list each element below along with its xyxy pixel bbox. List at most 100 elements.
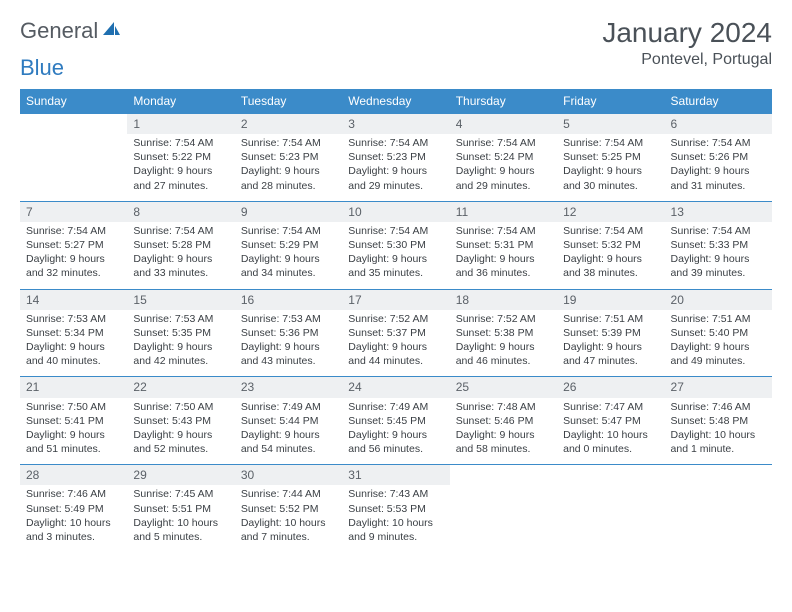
brand-word-2: Blue: [20, 55, 64, 81]
sunset-line: Sunset: 5:23 PM: [241, 151, 319, 163]
sail-icon: [101, 18, 121, 44]
sunrise-line: Sunrise: 7:52 AM: [456, 313, 536, 325]
calendar-page: General January 2024 Pontevel, Portugal …: [0, 0, 792, 562]
daylight-line: Daylight: 9 hours and 38 minutes.: [563, 253, 642, 279]
sunrise-line: Sunrise: 7:50 AM: [133, 401, 213, 413]
day-number: 25: [450, 377, 557, 398]
sunrise-line: Sunrise: 7:54 AM: [456, 225, 536, 237]
weekday-header: Wednesday: [342, 89, 449, 114]
day-number: 31: [342, 465, 449, 486]
day-number: 27: [665, 377, 772, 398]
day-cell: Sunrise: 7:45 AM Sunset: 5:51 PM Daylight:…: [127, 485, 234, 552]
day-cell: Sunrise: 7:49 AMSunset: 5:45 PMDaylight:…: [342, 398, 449, 465]
sunset-line: Sunset: 5:31 PM: [456, 239, 534, 251]
day-number: 3: [342, 113, 449, 134]
empty-cell: [450, 465, 557, 486]
day-number: 23: [235, 377, 342, 398]
daylight-line: Daylight: 10 hours and 7 minutes.: [241, 517, 326, 543]
day-number-row: 28293031: [20, 465, 772, 486]
day-number: 10: [342, 201, 449, 222]
page-title: January 2024: [602, 18, 772, 49]
day-number: 16: [235, 289, 342, 310]
day-number: 29: [127, 465, 234, 486]
day-cell: Sunrise: 7:54 AMSunset: 5:25 PMDaylight:…: [557, 134, 664, 201]
day-cell: Sunrise: 7:53 AMSunset: 5:34 PMDaylight:…: [20, 310, 127, 377]
sunset-line: Sunset: 5:26 PM: [671, 151, 749, 163]
weekday-header: Monday: [127, 89, 234, 114]
sunrise-line: Sunrise: 7:54 AM: [563, 137, 643, 149]
day-number: 22: [127, 377, 234, 398]
title-block: January 2024 Pontevel, Portugal: [602, 18, 772, 69]
day-number: 21: [20, 377, 127, 398]
day-content-row: Sunrise: 7:53 AMSunset: 5:34 PMDaylight:…: [20, 310, 772, 377]
day-number-row: 21222324252627: [20, 377, 772, 398]
daylight-line: Daylight: 9 hours and 34 minutes.: [241, 253, 320, 279]
empty-cell: [20, 134, 127, 201]
day-cell: Sunrise: 7:50 AMSunset: 5:43 PMDaylight:…: [127, 398, 234, 465]
sunset-line: Sunset: 5:39 PM: [563, 327, 641, 339]
day-cell: Sunrise: 7:51 AMSunset: 5:40 PMDaylight:…: [665, 310, 772, 377]
day-number: 14: [20, 289, 127, 310]
sunset-line: Sunset: 5:37 PM: [348, 327, 426, 339]
day-cell: Sunrise: 7:54 AMSunset: 5:26 PMDaylight:…: [665, 134, 772, 201]
daylight-line: Daylight: 9 hours and 43 minutes.: [241, 341, 320, 367]
empty-cell: [557, 485, 664, 552]
daylight-line: Daylight: 9 hours and 39 minutes.: [671, 253, 750, 279]
day-cell: Sunrise: 7:54 AMSunset: 5:27 PMDaylight:…: [20, 222, 127, 289]
sunrise-line: Sunrise: 7:53 AM: [133, 313, 213, 325]
daylight-line: Daylight: 9 hours and 47 minutes.: [563, 341, 642, 367]
daylight-line: Daylight: 10 hours and 3 minutes.: [26, 517, 111, 543]
sunset-line: Sunset: 5:30 PM: [348, 239, 426, 251]
sunrise-line: Sunrise: 7:53 AM: [241, 313, 321, 325]
sunrise-line: Sunrise: 7:52 AM: [348, 313, 428, 325]
day-content-row: Sunrise: 7:54 AMSunset: 5:22 PMDaylight:…: [20, 134, 772, 201]
weekday-header: Sunday: [20, 89, 127, 114]
sunset-line: Sunset: 5:52 PM: [241, 503, 319, 515]
daylight-line: Daylight: 9 hours and 52 minutes.: [133, 429, 212, 455]
day-cell: Sunrise: 7:54 AMSunset: 5:33 PMDaylight:…: [665, 222, 772, 289]
day-cell: Sunrise: 7:54 AMSunset: 5:32 PMDaylight:…: [557, 222, 664, 289]
day-cell: Sunrise: 7:54 AMSunset: 5:31 PMDaylight:…: [450, 222, 557, 289]
sunrise-line: Sunrise: 7:54 AM: [671, 137, 751, 149]
sunrise-line: Sunrise: 7:47 AM: [563, 401, 643, 413]
sunset-line: Sunset: 5:28 PM: [133, 239, 211, 251]
daylight-line: Daylight: 9 hours and 46 minutes.: [456, 341, 535, 367]
calendar-body: 123456Sunrise: 7:54 AMSunset: 5:22 PMDay…: [20, 113, 772, 552]
day-cell: Sunrise: 7:54 AMSunset: 5:22 PMDaylight:…: [127, 134, 234, 201]
daylight-line: Daylight: 9 hours and 35 minutes.: [348, 253, 427, 279]
sunrise-line: Sunrise: 7:54 AM: [133, 137, 213, 149]
day-cell: Sunrise: 7:51 AMSunset: 5:39 PMDaylight:…: [557, 310, 664, 377]
sunrise-line: Sunrise: 7:54 AM: [563, 225, 643, 237]
day-content-row: Sunrise: 7:54 AMSunset: 5:27 PMDaylight:…: [20, 222, 772, 289]
day-number: 9: [235, 201, 342, 222]
sunrise-line: Sunrise: 7:54 AM: [456, 137, 536, 149]
empty-cell: [665, 465, 772, 486]
day-cell: Sunrise: 7:47 AM Sunset: 5:47 PM Daylight:…: [557, 398, 664, 465]
weekday-header-row: SundayMondayTuesdayWednesdayThursdayFrid…: [20, 89, 772, 114]
day-number: 17: [342, 289, 449, 310]
daylight-line: Daylight: 10 hours and 5 minutes.: [133, 517, 218, 543]
sunset-line: Sunset: 5:51 PM: [133, 503, 211, 515]
day-cell: Sunrise: 7:54 AMSunset: 5:30 PMDaylight:…: [342, 222, 449, 289]
day-cell: Sunrise: 7:52 AMSunset: 5:37 PMDaylight:…: [342, 310, 449, 377]
daylight-line: Daylight: 9 hours and 29 minutes.: [348, 165, 427, 191]
sunrise-line: Sunrise: 7:45 AM: [133, 488, 213, 500]
daylight-line: Daylight: 9 hours and 29 minutes.: [456, 165, 535, 191]
day-cell: Sunrise: 7:54 AMSunset: 5:29 PMDaylight:…: [235, 222, 342, 289]
day-number-row: 123456: [20, 113, 772, 134]
day-number-row: 14151617181920: [20, 289, 772, 310]
daylight-line: Daylight: 9 hours and 56 minutes.: [348, 429, 427, 455]
daylight-line: Daylight: 9 hours and 42 minutes.: [133, 341, 212, 367]
day-number: 11: [450, 201, 557, 222]
sunrise-line: Sunrise: 7:54 AM: [241, 225, 321, 237]
day-cell: Sunrise: 7:52 AMSunset: 5:38 PMDaylight:…: [450, 310, 557, 377]
weekday-header: Saturday: [665, 89, 772, 114]
day-cell: Sunrise: 7:49 AMSunset: 5:44 PMDaylight:…: [235, 398, 342, 465]
sunset-line: Sunset: 5:41 PM: [26, 415, 104, 427]
sunrise-line: Sunrise: 7:49 AM: [241, 401, 321, 413]
sunset-line: Sunset: 5:47 PM: [563, 415, 641, 427]
day-cell: Sunrise: 7:43 AMSunset: 5:53 PMDaylight:…: [342, 485, 449, 552]
daylight-line: Daylight: 10 hours and 0 minutes.: [563, 429, 648, 455]
sunset-line: Sunset: 5:24 PM: [456, 151, 534, 163]
sunset-line: Sunset: 5:46 PM: [456, 415, 534, 427]
